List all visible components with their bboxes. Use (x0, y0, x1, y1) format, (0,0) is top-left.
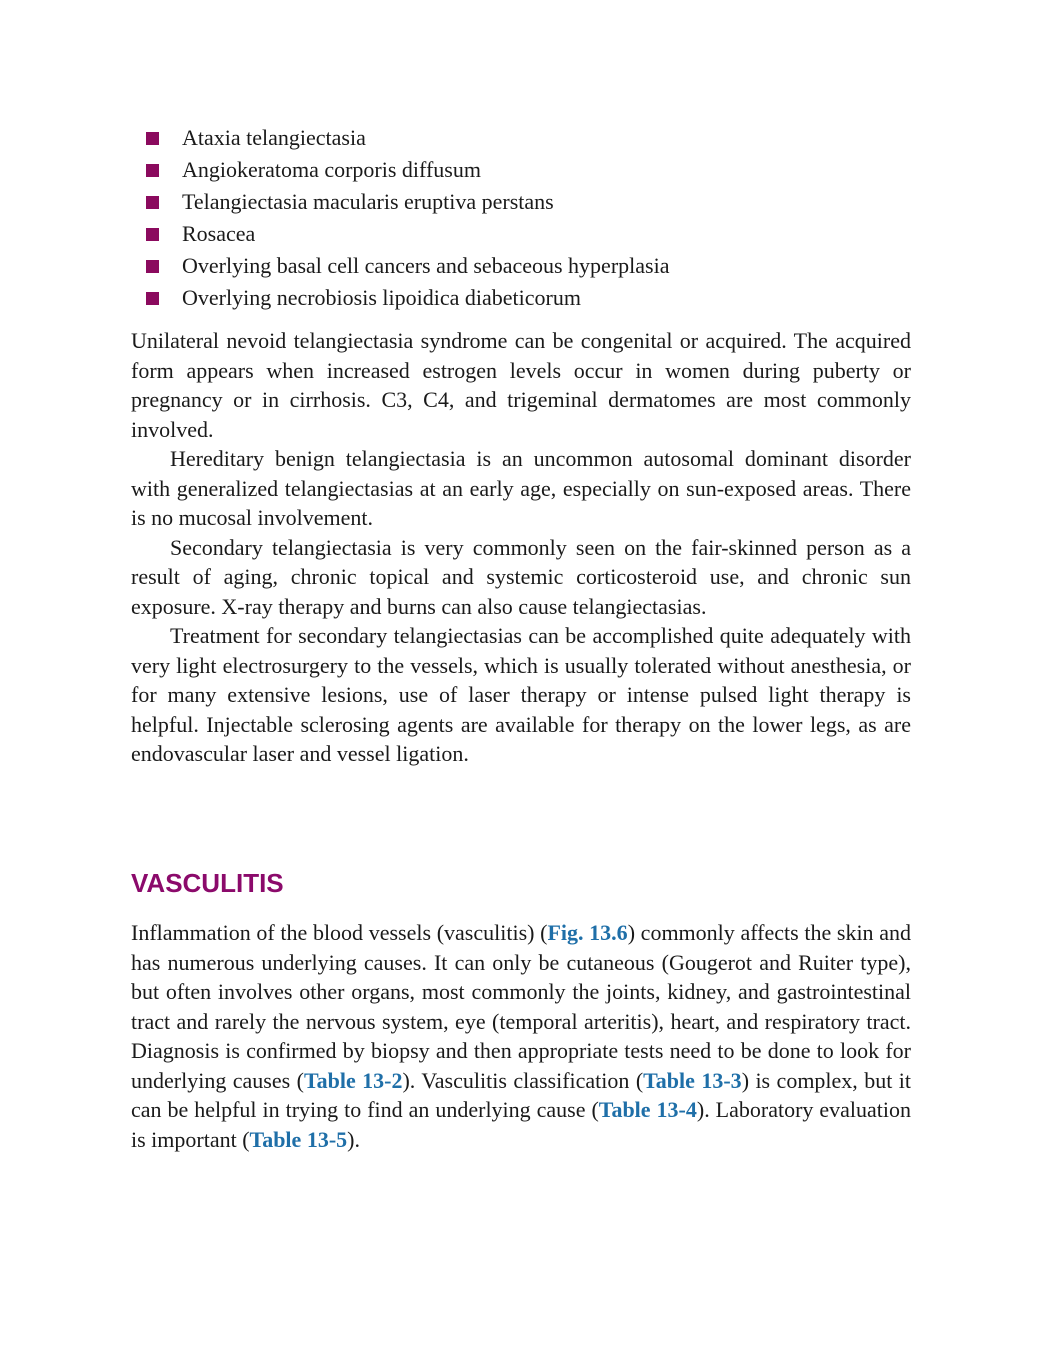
bullet-item: Rosacea (146, 218, 916, 250)
cross-reference-link[interactable]: Fig. 13.6 (547, 920, 628, 945)
paragraph: Secondary telangiectasia is very commonl… (131, 534, 911, 619)
bullet-item: Ataxia telangiectasia (146, 122, 916, 154)
section-heading: VASCULITIS (131, 868, 284, 898)
paragraph: Hereditary benign telangiectasia is an u… (131, 446, 911, 530)
bullet-item: Telangiectasia macularis eruptiva persta… (146, 186, 916, 218)
cross-reference-link[interactable]: Table 13-2 (303, 1067, 403, 1093)
paragraph: Unilateral nevoid telangiectasia syndrom… (131, 328, 911, 442)
text-run: ). Vasculitis classification ( (402, 1067, 644, 1093)
text-run: ). (347, 1126, 360, 1152)
cross-reference-link[interactable]: Table 13-3 (643, 1067, 742, 1093)
section-paragraph: Inflammation of the blood vessels (vascu… (131, 918, 911, 1154)
bullet-item: Overlying basal cell cancers and sebaceo… (146, 250, 916, 282)
bullet-item: Angiokeratoma corporis diffusum (146, 154, 916, 186)
bullet-list: Ataxia telangiectasia Angiokeratoma corpo… (146, 122, 916, 314)
cross-reference-link[interactable]: Table 13-4 (598, 1097, 697, 1122)
body-text: Unilateral nevoid telangiectasia syndrom… (131, 326, 911, 769)
cross-reference-link[interactable]: Table 13-5 (249, 1126, 348, 1152)
text-run: ). Laboratory evaluation is important ( (131, 1097, 912, 1152)
bullet-item: Overlying necrobiosis lipoidica diabetic… (146, 282, 916, 314)
text-run: ) is complex, but it can be helpful in t… (131, 1067, 912, 1123)
paragraph: Treatment for secondary telangiectasias … (131, 623, 911, 766)
text-run: ) commonly affects the skin and has nume… (131, 920, 911, 1093)
text-run: Inflammation of the blood vessels (vascu… (131, 920, 548, 945)
